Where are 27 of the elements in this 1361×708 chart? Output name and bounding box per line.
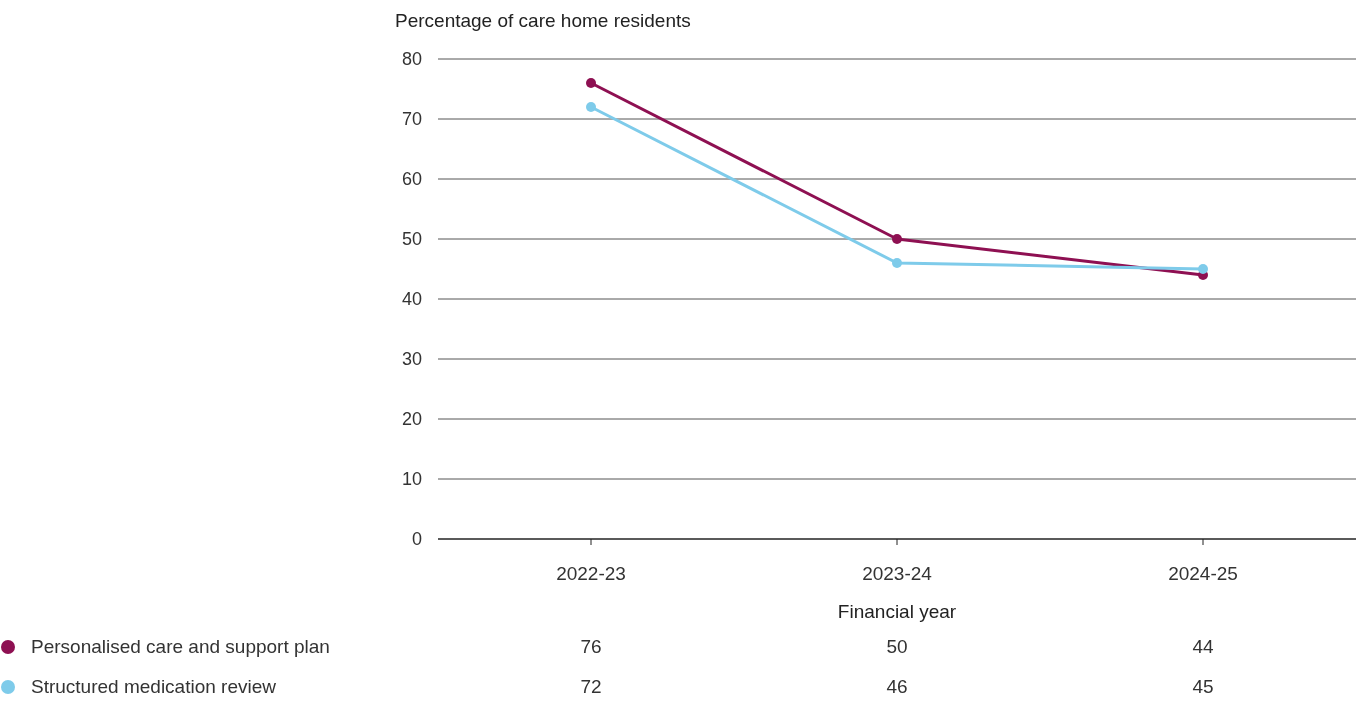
y-tick-label: 0 (411, 529, 422, 550)
data-label: 44 (1192, 636, 1214, 657)
y-tick-label: 10 (401, 469, 422, 490)
x-tick-label: 2023-24 (862, 563, 933, 584)
x-tick-label: 2022-23 (556, 563, 626, 584)
data-label: 45 (1192, 676, 1214, 697)
y-tick-label: 40 (401, 289, 422, 310)
point (586, 78, 596, 88)
point (1198, 264, 1208, 274)
legend-label: Personalised care and support plan (31, 636, 330, 657)
y-tick-label: 30 (401, 349, 422, 370)
x-axis-title: Financial year (837, 601, 957, 622)
y-tick-label: 70 (401, 109, 422, 130)
y-axis-title: Percentage of care home residents (395, 10, 691, 31)
y-tick-label: 60 (401, 169, 422, 190)
point (892, 258, 902, 268)
y-tick-label: 80 (401, 49, 422, 70)
point (586, 102, 596, 112)
data-label: 72 (580, 676, 602, 697)
legend-label: Structured medication review (31, 676, 277, 697)
data-label: 46 (886, 676, 908, 697)
y-tick-label: 20 (401, 409, 422, 430)
data-label: 76 (580, 636, 602, 657)
y-tick-label: 50 (401, 229, 422, 250)
data-label: 50 (886, 636, 908, 657)
x-tick-label: 2024-25 (1168, 563, 1238, 584)
point (892, 234, 902, 244)
